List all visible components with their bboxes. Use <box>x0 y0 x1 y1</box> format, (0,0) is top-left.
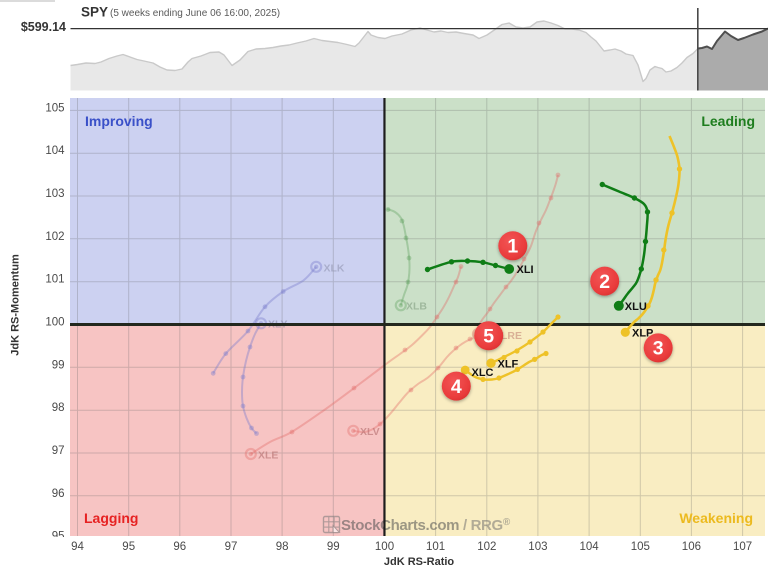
svg-text:104: 104 <box>580 541 600 553</box>
svg-text:98: 98 <box>276 541 289 553</box>
svg-text:103: 103 <box>45 188 64 200</box>
svg-text:95: 95 <box>52 531 65 543</box>
svg-text:100: 100 <box>45 317 64 329</box>
svg-text:Lagging: Lagging <box>84 510 138 526</box>
svg-text:SPY: SPY <box>81 5 108 20</box>
svg-text:107: 107 <box>733 541 752 553</box>
svg-text:5: 5 <box>483 326 494 348</box>
svg-text:StockCharts.com / RRG®: StockCharts.com / RRG® <box>341 517 511 534</box>
svg-text:99: 99 <box>327 541 340 553</box>
svg-text:JdK RS-Ratio: JdK RS-Ratio <box>384 556 455 568</box>
svg-text:Improving: Improving <box>85 113 153 129</box>
svg-text:XLP: XLP <box>632 328 653 340</box>
svg-text:96: 96 <box>173 541 186 553</box>
svg-text:XLE: XLE <box>258 450 278 462</box>
svg-text:95: 95 <box>122 541 135 553</box>
svg-text:104: 104 <box>45 145 65 157</box>
svg-text:XLU: XLU <box>625 301 647 313</box>
svg-text:$599.14: $599.14 <box>21 20 66 34</box>
svg-text:Weakening: Weakening <box>679 510 753 526</box>
svg-text:102: 102 <box>477 541 496 553</box>
svg-text:JdK RS-Momentum: JdK RS-Momentum <box>10 254 22 356</box>
svg-text:XLF: XLF <box>498 359 519 371</box>
svg-text:XLB: XLB <box>406 301 427 313</box>
svg-text:99: 99 <box>52 359 65 371</box>
svg-text:3: 3 <box>653 338 664 360</box>
svg-text:XLI: XLI <box>517 264 534 276</box>
svg-text:94: 94 <box>71 541 84 553</box>
svg-text:106: 106 <box>682 541 701 553</box>
svg-text:103: 103 <box>528 541 547 553</box>
svg-text:100: 100 <box>375 541 394 553</box>
svg-text:1: 1 <box>507 236 518 258</box>
svg-text:101: 101 <box>45 274 64 286</box>
svg-text:(5 weeks ending June 06 16:00,: (5 weeks ending June 06 16:00, 2025) <box>110 8 280 19</box>
svg-text:105: 105 <box>631 541 650 553</box>
svg-text:97: 97 <box>225 541 238 553</box>
svg-text:105: 105 <box>45 102 64 114</box>
svg-text:2: 2 <box>599 271 610 293</box>
svg-text:101: 101 <box>426 541 445 553</box>
svg-text:XLC: XLC <box>472 367 494 379</box>
svg-text:XLV: XLV <box>360 426 380 438</box>
svg-text:97: 97 <box>52 445 65 457</box>
svg-text:102: 102 <box>45 231 64 243</box>
svg-text:4: 4 <box>451 376 462 398</box>
svg-text:Leading: Leading <box>701 113 755 129</box>
svg-text:XLK: XLK <box>324 263 345 275</box>
svg-text:96: 96 <box>52 488 65 500</box>
svg-text:98: 98 <box>52 402 65 414</box>
